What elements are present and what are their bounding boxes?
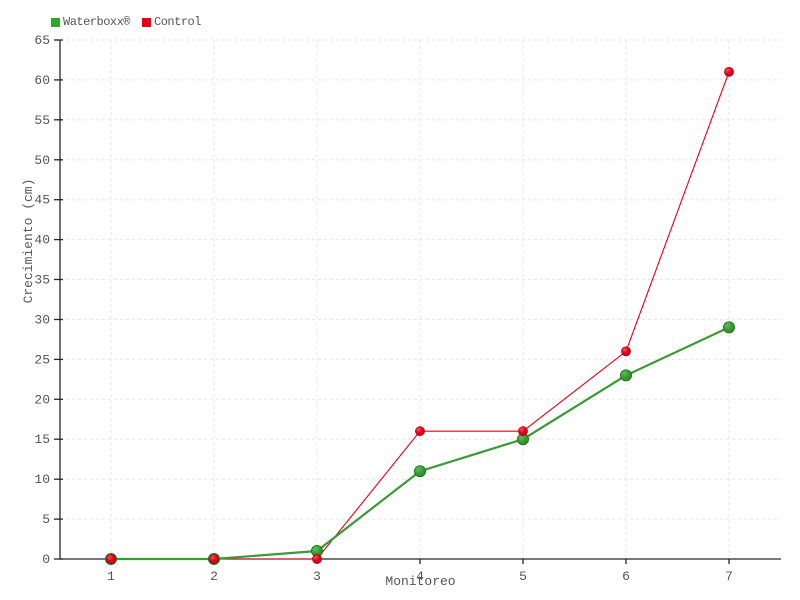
svg-text:65: 65 — [34, 33, 50, 48]
svg-text:15: 15 — [34, 432, 50, 447]
svg-text:5: 5 — [42, 512, 50, 527]
svg-text:60: 60 — [34, 73, 50, 88]
svg-text:50: 50 — [34, 153, 50, 168]
svg-text:20: 20 — [34, 392, 50, 407]
svg-text:30: 30 — [34, 313, 50, 328]
svg-text:0: 0 — [42, 552, 50, 567]
svg-text:10: 10 — [34, 472, 50, 487]
svg-text:55: 55 — [34, 113, 50, 128]
svg-text:25: 25 — [34, 352, 50, 367]
